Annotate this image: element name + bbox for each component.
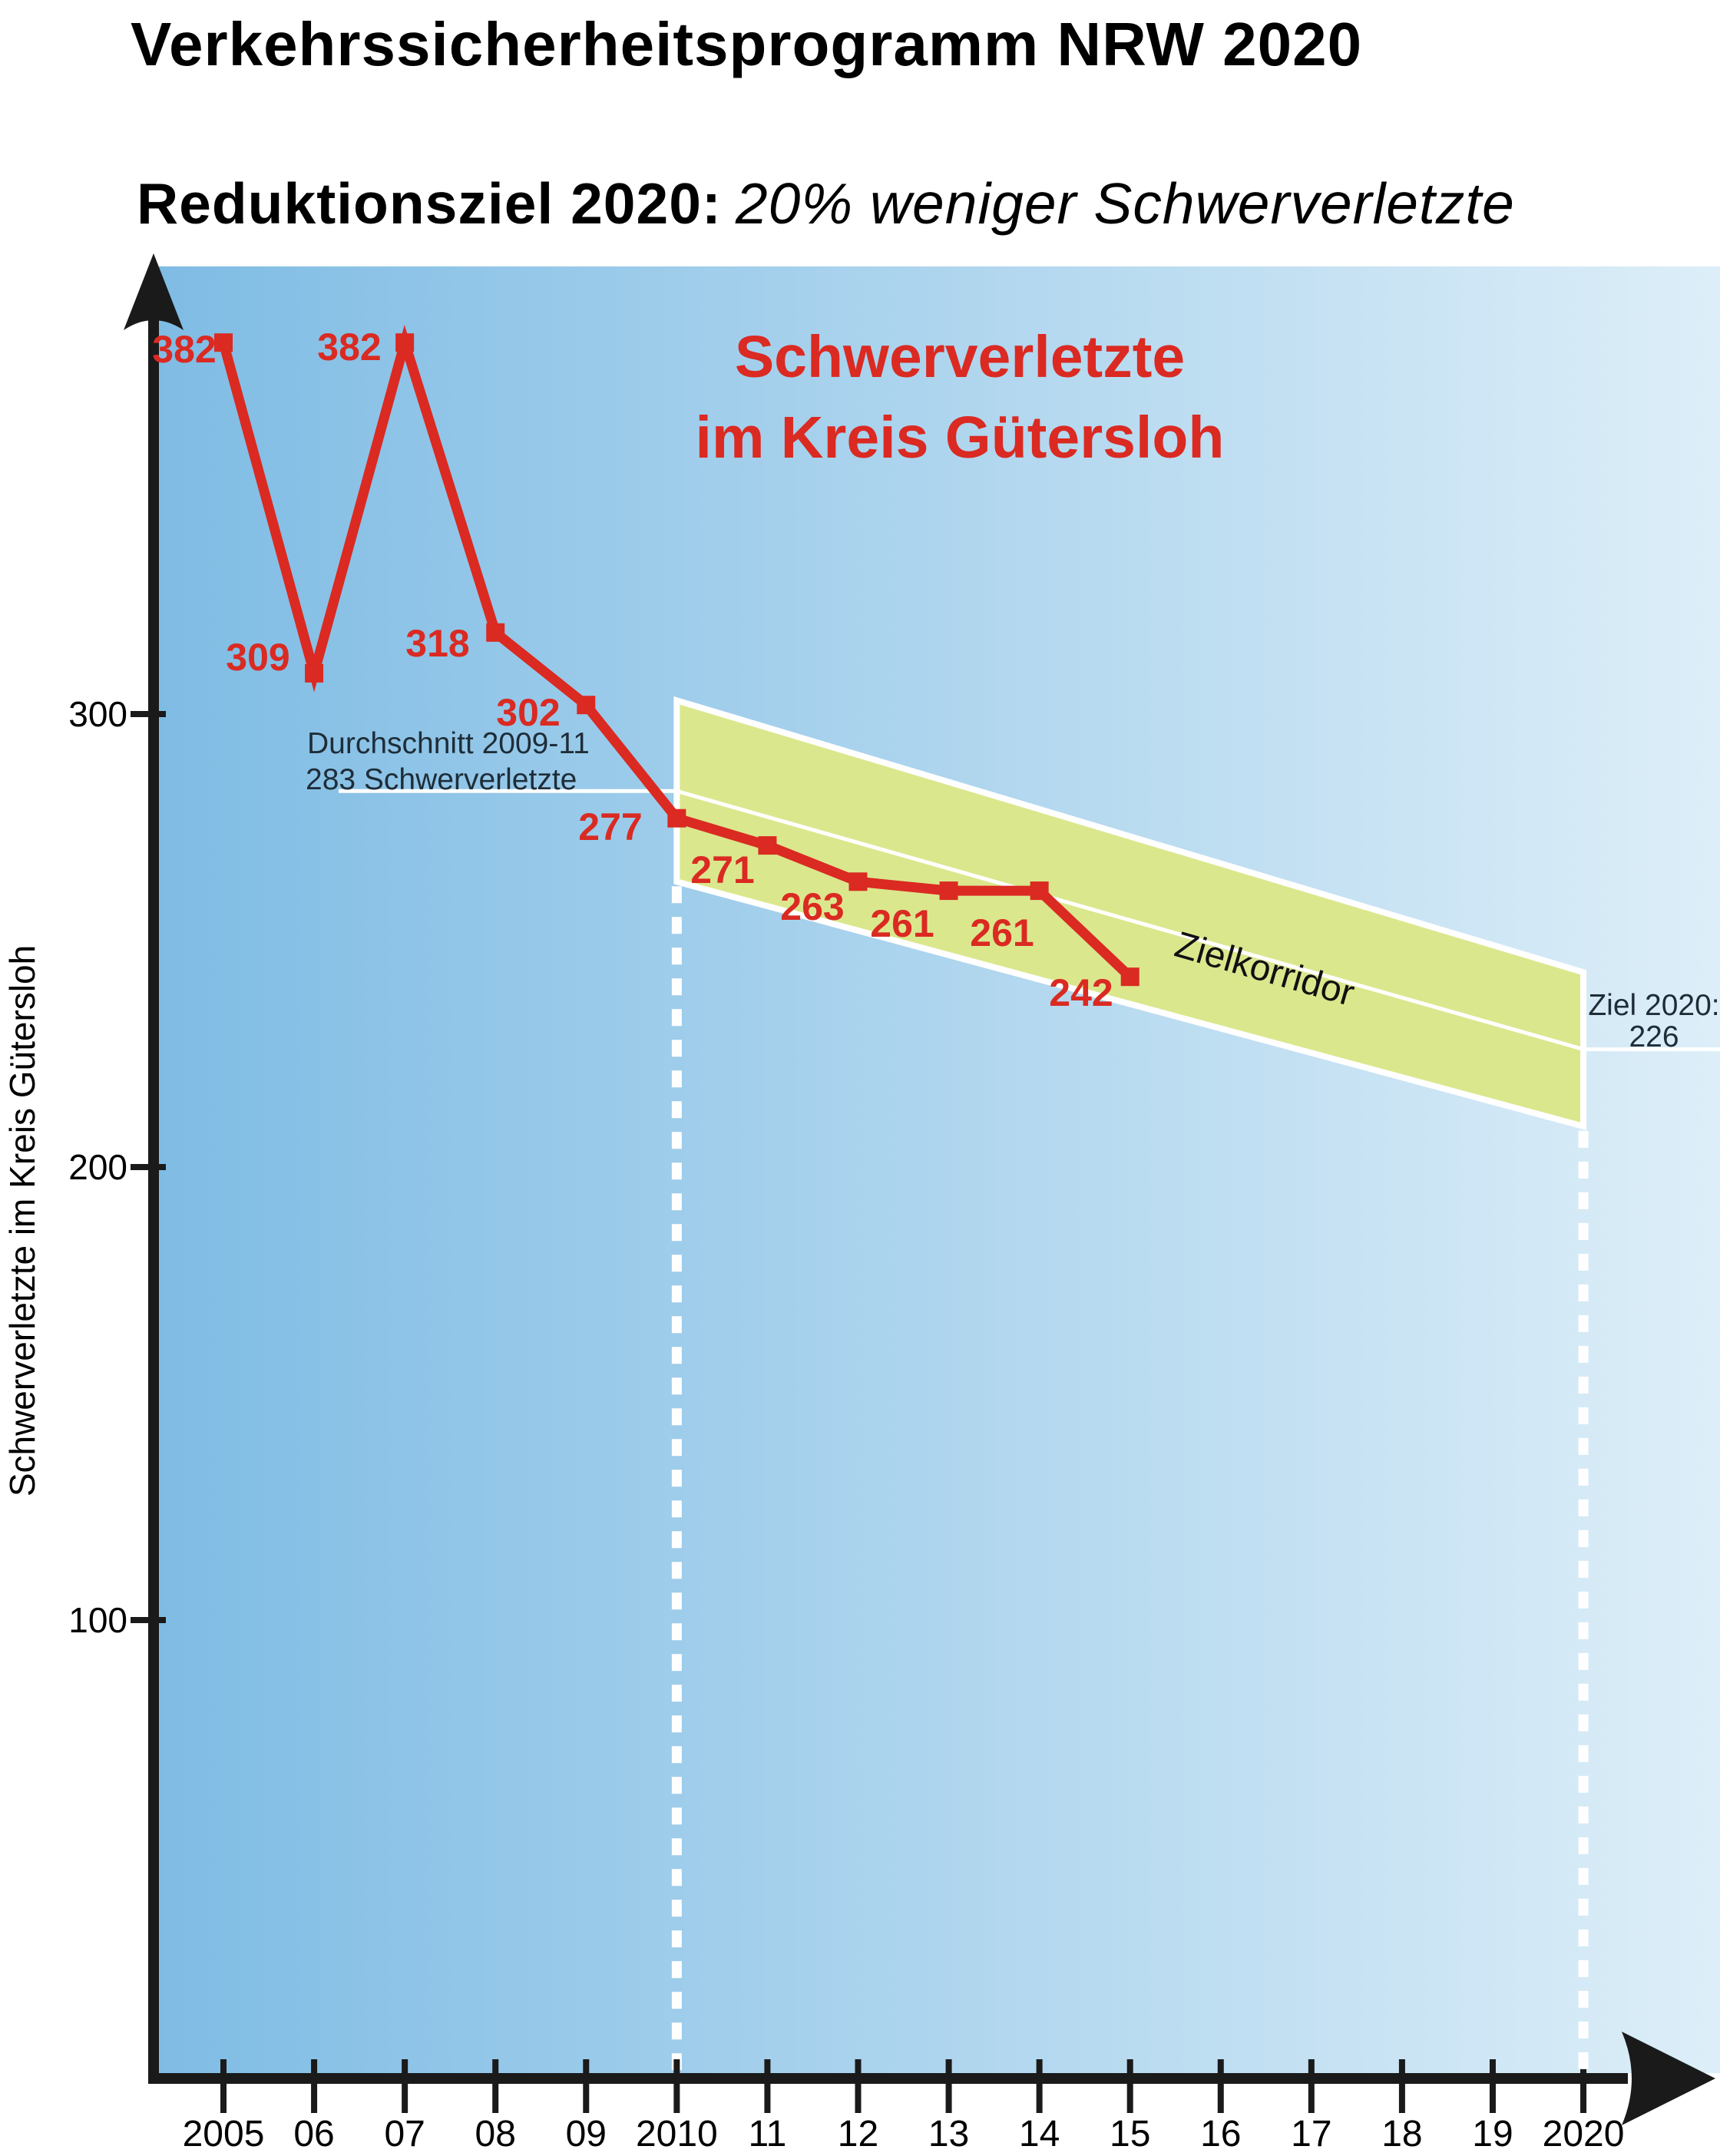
data-point-marker-2013 <box>939 881 958 901</box>
page-subtitle: Reduktionsziel 2020: 20% weniger Schwerve… <box>137 170 1515 236</box>
average-annotation-line1: Durchschnitt 2009-11 <box>307 727 590 760</box>
x-tick-label-2007: 07 <box>384 2114 425 2154</box>
target-corridor-layer <box>339 696 1720 2072</box>
x-tick-label-2020: 2020 <box>1543 2114 1625 2154</box>
x-tick-label-2018: 18 <box>1381 2114 1422 2154</box>
data-point-label-2010: 277 <box>578 805 642 848</box>
chart-text-layer: Schwerverletzte im Kreis Gütersloh Schwe… <box>2 324 1720 1496</box>
data-point-label-2008: 318 <box>405 622 469 665</box>
x-tick-2013 <box>945 2059 952 2113</box>
data-point-marker-2011 <box>758 836 777 855</box>
x-tick-2009 <box>583 2059 590 2113</box>
x-tick-2011 <box>764 2059 771 2113</box>
data-point-marker-2015 <box>1120 967 1140 987</box>
data-point-marker-2005 <box>214 333 233 352</box>
x-tick-label-2009: 09 <box>566 2114 607 2154</box>
data-point-label-2015: 242 <box>1049 971 1113 1014</box>
page-title: Verkehrssicherheitsprogramm NRW 2020 <box>131 10 1363 78</box>
y-axis-title: Schwerverletzte im Kreis Gütersloh <box>2 945 42 1496</box>
x-tick-2012 <box>855 2059 862 2113</box>
x-axis-line <box>148 2073 1628 2084</box>
y-tick-label-300: 300 <box>68 694 127 734</box>
subtitle-goal-label: Reduktionsziel 2020: <box>137 171 722 236</box>
x-tick-label-2008: 08 <box>475 2114 516 2154</box>
goal-annotation-line2: 226 <box>1629 1020 1679 1053</box>
subtitle-goal-text: 20% weniger Schwerverletzte <box>735 171 1515 236</box>
data-point-marker-2012 <box>848 872 868 891</box>
data-point-label-2011: 271 <box>690 848 754 891</box>
y-axis-line <box>148 303 159 2084</box>
y-tick-label-100: 100 <box>68 1600 127 1640</box>
x-tick-label-2013: 13 <box>928 2114 969 2154</box>
x-tick-label-2005: 2005 <box>183 2114 265 2154</box>
data-point-marker-2009 <box>577 696 596 715</box>
plot-background <box>159 266 1720 2073</box>
x-tick-label-2017: 17 <box>1291 2114 1331 2154</box>
x-tick-label-2016: 16 <box>1200 2114 1241 2154</box>
data-point-label-2012: 263 <box>780 885 844 928</box>
x-tick-label-2006: 06 <box>293 2114 334 2154</box>
data-series-layer: 382 309 382 318 302 277 271 263 261 261 242 <box>152 325 1140 1014</box>
x-tick-2007 <box>402 2059 408 2113</box>
data-point-label-2005: 382 <box>152 328 216 371</box>
goal-annotation-line1: Ziel 2020: <box>1588 989 1719 1022</box>
x-tick-label-2015: 15 <box>1110 2114 1150 2154</box>
data-point-label-2007: 382 <box>317 326 381 369</box>
x-tick-2018 <box>1398 2059 1405 2113</box>
data-point-marker-2010 <box>667 808 686 828</box>
average-annotation-line2: 283 Schwerverletzte <box>306 763 577 796</box>
x-tick-label-2014: 14 <box>1019 2114 1060 2154</box>
x-tick-label-2019: 19 <box>1472 2114 1513 2154</box>
chart-title-line2: im Kreis Gütersloh <box>696 405 1225 471</box>
data-point-label-2013: 261 <box>870 902 934 945</box>
axes-layer <box>124 253 1715 2125</box>
y-tick-label-200: 200 <box>68 1147 127 1187</box>
data-point-marker-2007 <box>395 333 415 352</box>
x-tick-2019 <box>1489 2059 1496 2113</box>
data-point-marker-2014 <box>1030 881 1049 901</box>
x-tick-2008 <box>492 2059 499 2113</box>
x-tick-2015 <box>1126 2059 1133 2113</box>
chart-title-line1: Schwerverletzte <box>735 324 1185 390</box>
data-point-label-2014: 261 <box>970 911 1034 954</box>
average-goal-reference-line <box>339 789 1720 1052</box>
x-tick-2010 <box>673 2059 680 2113</box>
x-tick-2006 <box>311 2059 318 2113</box>
x-tick-2016 <box>1217 2059 1224 2113</box>
x-tick-2017 <box>1308 2059 1315 2113</box>
x-tick-2020 <box>1580 2059 1587 2113</box>
x-tick-2014 <box>1036 2059 1043 2113</box>
x-tick-label-2011: 11 <box>749 2114 787 2154</box>
x-tick-label-2010: 2010 <box>636 2114 718 2154</box>
axis-ticks-layer: 300 200 100 2005 06 07 08 09 2010 11 12 13 14 15 16 17 1… <box>68 694 1624 2154</box>
y-axis-arrow-icon <box>124 253 184 330</box>
x-tick-label-2012: 12 <box>838 2114 878 2154</box>
data-point-label-2009: 302 <box>496 691 560 734</box>
data-point-label-2006: 309 <box>226 636 289 679</box>
x-tick-2005 <box>220 2059 227 2113</box>
data-point-marker-2008 <box>486 623 505 642</box>
x-axis-arrow-icon <box>1622 2032 1715 2125</box>
data-point-marker-2006 <box>305 663 324 683</box>
